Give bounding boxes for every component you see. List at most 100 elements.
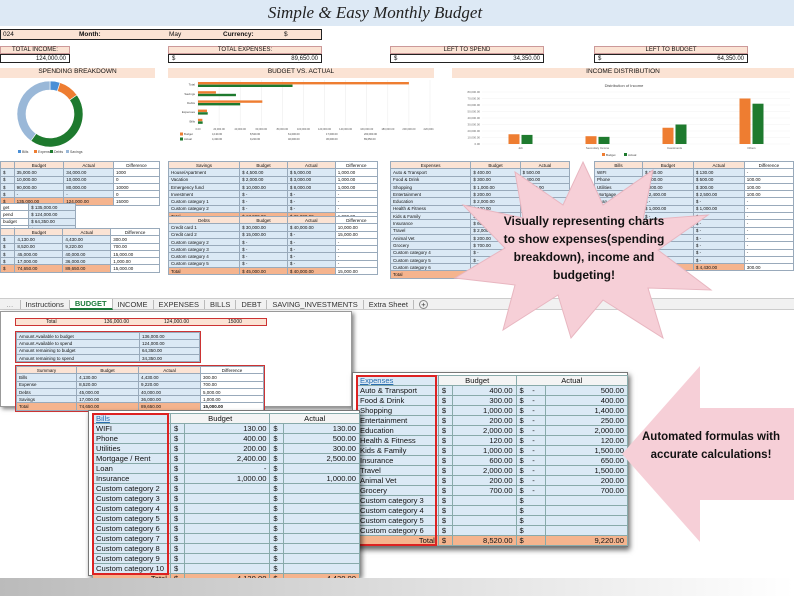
actual-cell[interactable]: [545, 505, 628, 516]
budget-cell[interactable]: 200.00: [183, 443, 271, 454]
currency-cell: $: [169, 423, 185, 434]
table-row: Custom category 6 $ $: [356, 525, 628, 536]
tab-debt[interactable]: DEBT: [236, 299, 268, 309]
actual-cell[interactable]: [545, 495, 628, 506]
budget-cell[interactable]: 1,000.00: [183, 473, 271, 484]
currency-value[interactable]: $: [284, 31, 288, 38]
budget-cell[interactable]: [183, 493, 271, 504]
tab-extra-sheet[interactable]: Extra Sheet: [364, 299, 414, 309]
budget-cell[interactable]: [183, 483, 271, 494]
arrow-callout-text: Automated formulas with accurate calcula…: [641, 431, 780, 461]
actual-cell[interactable]: 250.00: [545, 415, 628, 426]
budget-cell[interactable]: 700.00: [451, 485, 517, 496]
budget-cell[interactable]: 2,000.00: [451, 425, 517, 436]
row-label: Travel: [356, 465, 439, 476]
actual-cell[interactable]: [283, 463, 360, 474]
actual-cell[interactable]: [283, 543, 360, 554]
budget-cell[interactable]: 600.00: [451, 455, 517, 466]
budget-cell[interactable]: [451, 515, 517, 526]
currency-cell: $ -: [515, 435, 547, 446]
budget-cell[interactable]: [451, 525, 517, 536]
budget-cell[interactable]: 200.00: [451, 475, 517, 486]
budget-cell[interactable]: [183, 543, 271, 554]
currency-cell: $: [515, 495, 547, 506]
pie-slice-debts: [30, 94, 84, 148]
actual-cell[interactable]: [545, 515, 628, 526]
legend-label: Savings: [70, 150, 83, 154]
tab-saving-investments[interactable]: SAVING_INVESTMENTS: [267, 299, 364, 309]
currency-cell: $: [169, 513, 185, 524]
tab-scroll-icon[interactable]: …: [0, 299, 21, 309]
actual-cell[interactable]: 500.00: [545, 385, 628, 396]
actual-cell[interactable]: [283, 563, 360, 574]
left-to-budget-box: $64,350.00: [594, 54, 748, 63]
row-label: Loan: [92, 463, 171, 474]
actual-cell[interactable]: 200.00: [545, 475, 628, 486]
currency-cell: $: [269, 533, 285, 544]
budget-cell[interactable]: [183, 563, 271, 574]
row-label: Custom category 5: [356, 515, 439, 526]
actual-cell[interactable]: 650.00: [545, 455, 628, 466]
tab-bills[interactable]: BILLS: [205, 299, 237, 309]
bar-actual-1: [598, 136, 610, 144]
budget-cell[interactable]: 300.00: [451, 395, 517, 406]
actual-cell[interactable]: [283, 553, 360, 564]
actual-cell[interactable]: 400.00: [545, 395, 628, 406]
actual-cell[interactable]: 130.00: [283, 423, 360, 434]
actual-cell[interactable]: 300.00: [283, 443, 360, 454]
tab-income[interactable]: INCOME: [113, 299, 154, 309]
header-row: 024 Month: May Currency: $: [0, 29, 322, 40]
budget-cell[interactable]: 120.00: [451, 435, 517, 446]
actual-cell[interactable]: 500.00: [283, 433, 360, 444]
actual-cell[interactable]: 1,500.00: [545, 445, 628, 456]
actual-cell[interactable]: 120.00: [545, 435, 628, 446]
budget-cell[interactable]: [451, 495, 517, 506]
budget-cell[interactable]: 400.00: [451, 385, 517, 396]
actual-cell[interactable]: 1,000.00: [283, 473, 360, 484]
row-label: Custom category 2: [92, 483, 171, 494]
table-row: Custom category 4 $ $: [356, 505, 628, 516]
actual-cell[interactable]: 1,400.00: [545, 405, 628, 416]
actual-cell[interactable]: [283, 493, 360, 504]
currency-cell: $ -: [515, 415, 547, 426]
budget-cell[interactable]: -: [183, 463, 271, 474]
total-label: Total: [356, 535, 439, 546]
budget-cell[interactable]: [451, 505, 517, 516]
budget-cell[interactable]: [183, 553, 271, 564]
currency-label: Currency:: [223, 31, 254, 38]
budget-cell[interactable]: 2,400.00: [183, 453, 271, 464]
actual-cell[interactable]: [545, 525, 628, 536]
budget-cell[interactable]: 1,000.00: [451, 405, 517, 416]
actual-cell[interactable]: [283, 503, 360, 514]
currency-cell: $: [169, 483, 185, 494]
budget-cell[interactable]: [183, 533, 271, 544]
actual-cell[interactable]: 1,500.00: [545, 465, 628, 476]
budget-cell[interactable]: 130.00: [183, 423, 271, 434]
actual-cell[interactable]: [283, 513, 360, 524]
actual-cell[interactable]: 700.00: [545, 485, 628, 496]
y-tick-label: 20,000.00: [468, 129, 481, 133]
budget-cell[interactable]: [183, 523, 271, 534]
star-callout-text: Visually representing charts to show exp…: [503, 214, 665, 282]
currency-cell: $: [169, 563, 185, 574]
summary-total-row: Total 136,000.00 124,000.00 15000: [15, 318, 267, 326]
row-label: Food & Drink: [356, 395, 439, 406]
actual-cell[interactable]: 2,500.00: [283, 453, 360, 464]
month-value[interactable]: May: [169, 31, 182, 38]
budget-cell[interactable]: [183, 503, 271, 514]
tab-budget[interactable]: BUDGET: [69, 298, 113, 310]
currency-cell: $: [169, 443, 185, 454]
budget-cell[interactable]: 400.00: [183, 433, 271, 444]
tab-expenses[interactable]: EXPENSES: [154, 299, 205, 309]
y-tick-label: 10,000.00: [468, 136, 481, 140]
budget-cell[interactable]: 2,000.00: [451, 465, 517, 476]
actual-cell[interactable]: [283, 533, 360, 544]
add-sheet-icon[interactable]: +: [418, 299, 428, 309]
actual-cell[interactable]: [283, 483, 360, 494]
budget-cell[interactable]: 200.00: [451, 415, 517, 426]
actual-cell[interactable]: [283, 523, 360, 534]
tab-instructions[interactable]: Instructions: [21, 299, 70, 309]
budget-cell[interactable]: 1,000.00: [451, 445, 517, 456]
actual-cell[interactable]: 2,000.00: [545, 425, 628, 436]
budget-cell[interactable]: [183, 513, 271, 524]
